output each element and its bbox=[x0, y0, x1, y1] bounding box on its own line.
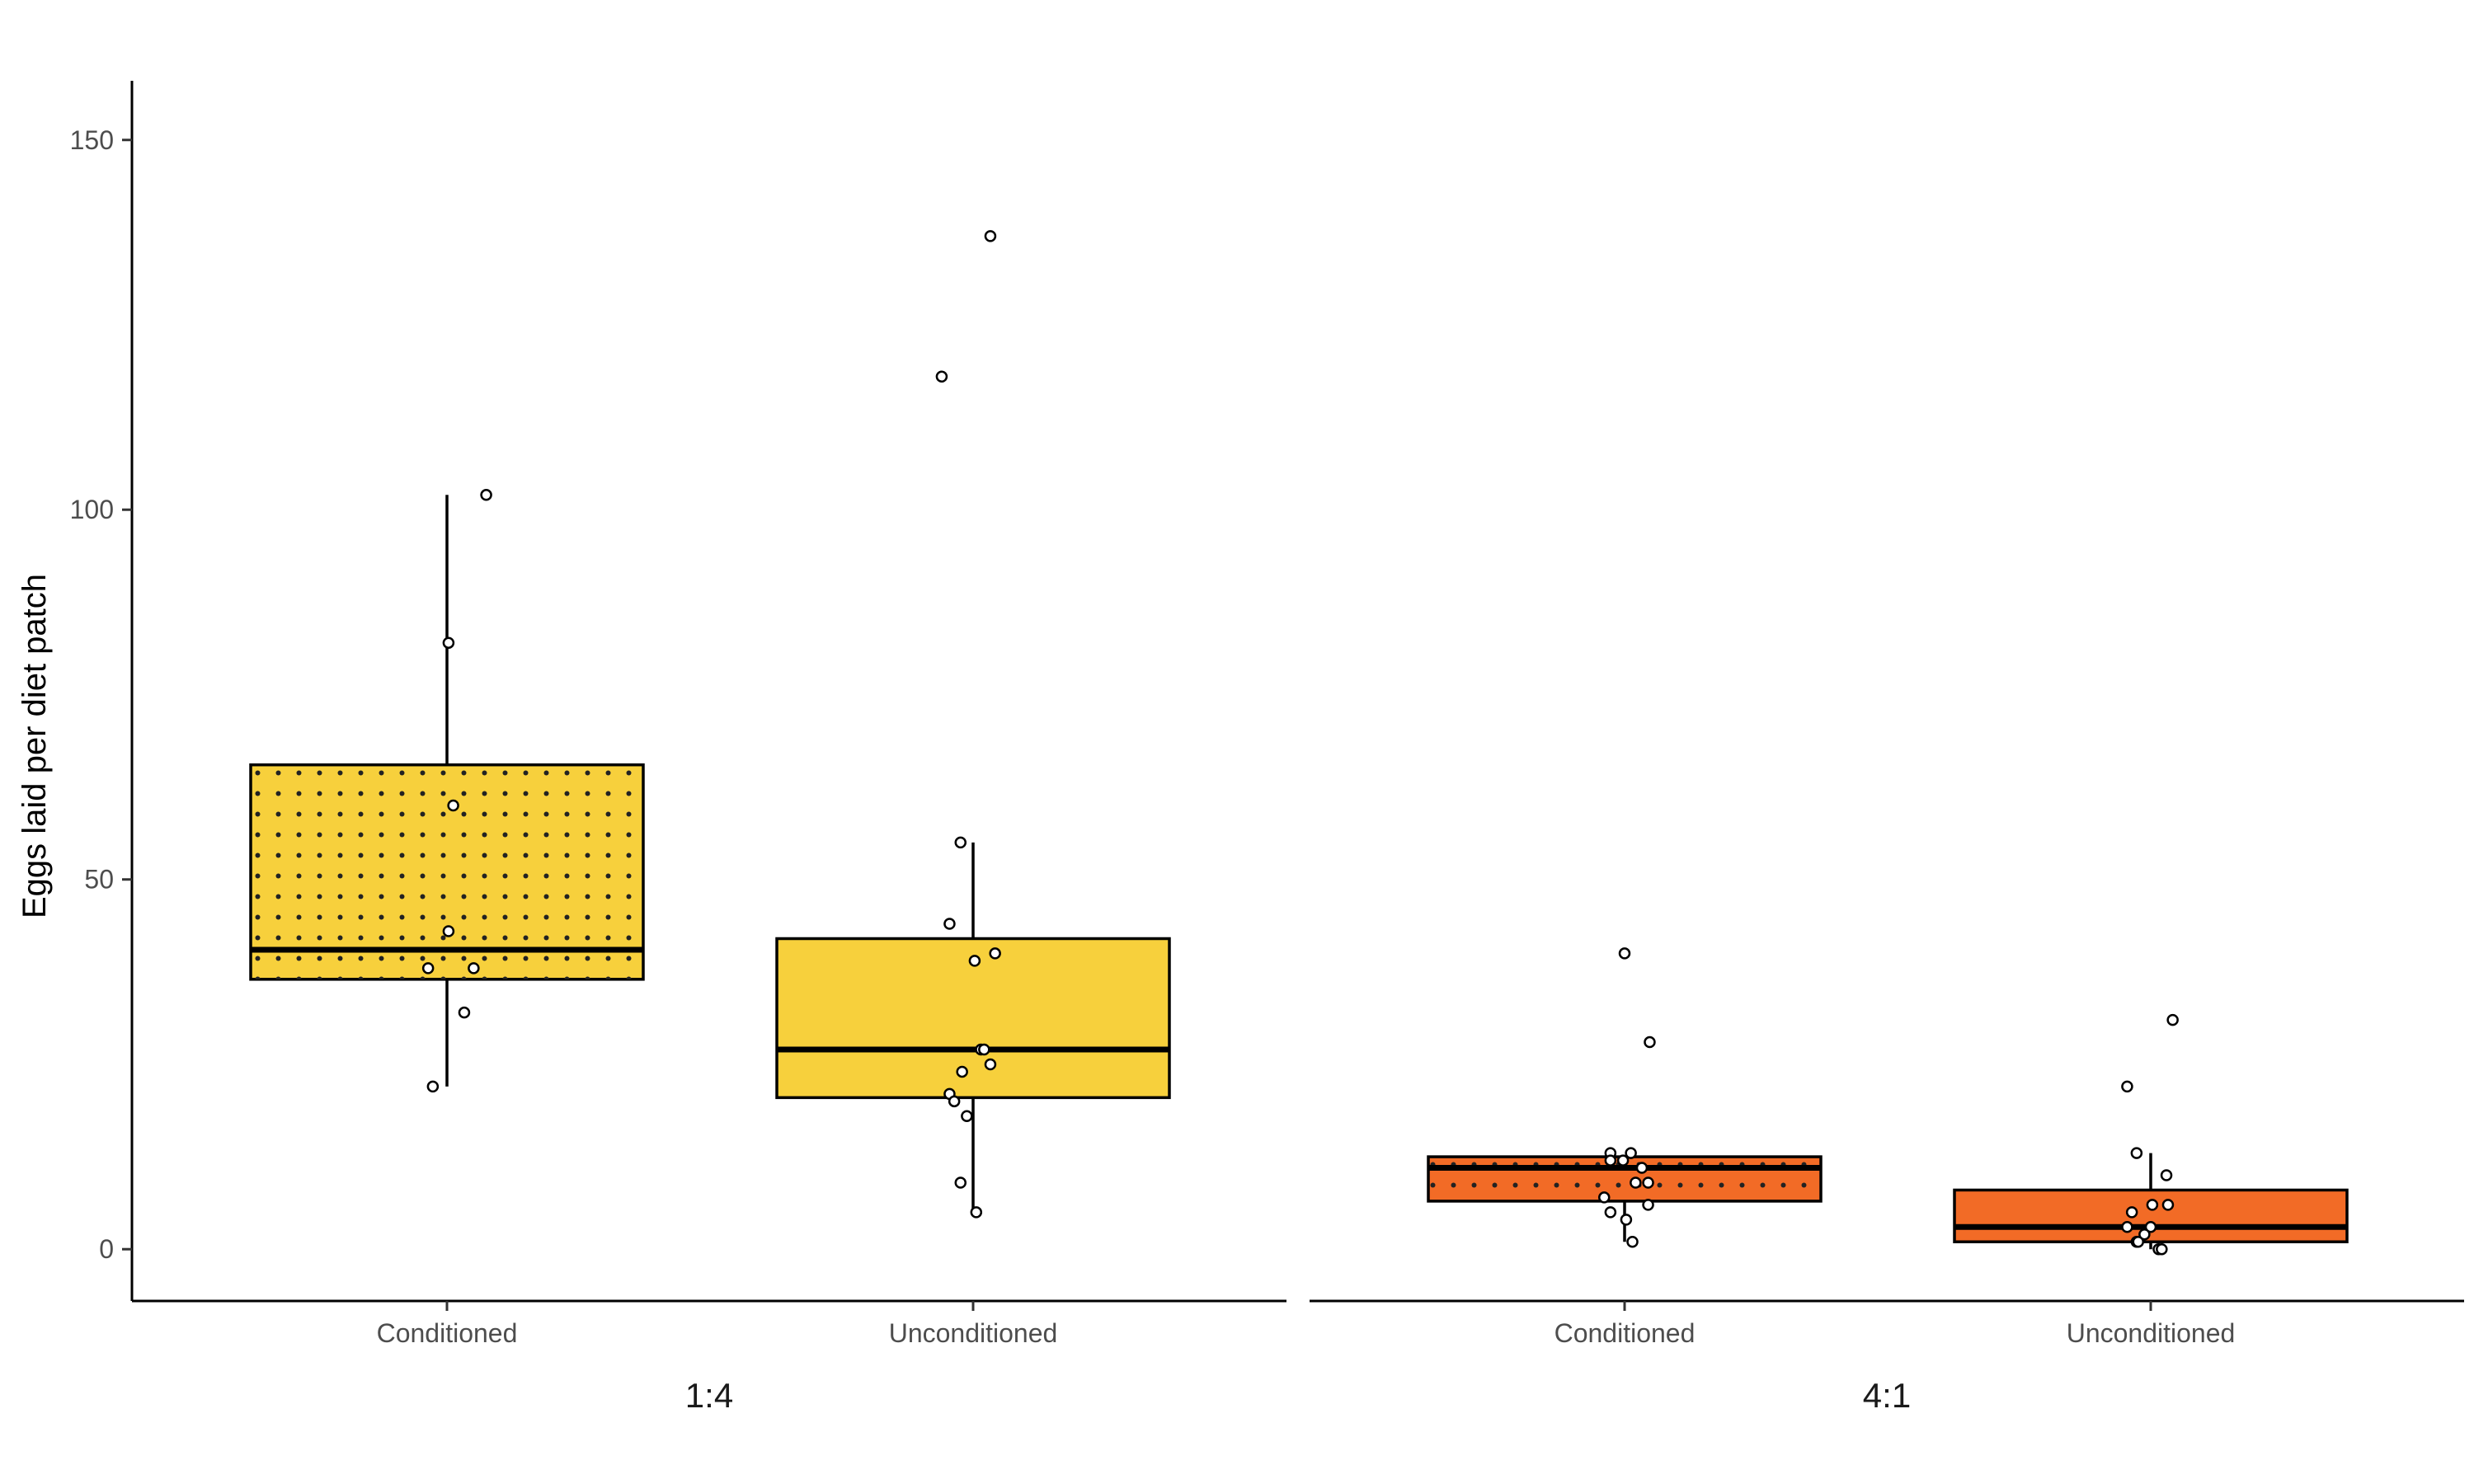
data-point bbox=[442, 925, 455, 937]
data-point bbox=[1642, 1176, 1654, 1189]
data-point bbox=[935, 370, 948, 383]
data-point bbox=[943, 918, 956, 930]
facet-label: 1:4 bbox=[685, 1376, 733, 1415]
data-point bbox=[954, 1176, 967, 1189]
y-tick-label: 100 bbox=[70, 495, 114, 524]
data-point bbox=[2121, 1080, 2133, 1093]
box-1-4-conditioned bbox=[249, 489, 645, 1093]
data-point bbox=[426, 1080, 440, 1093]
data-point bbox=[978, 1043, 990, 1056]
x-tick-label: Unconditioned bbox=[889, 1318, 1058, 1348]
data-point bbox=[2125, 1206, 2138, 1219]
plot-area: 0 50 100 150 Conditioned Unconditioned 1:4 Cond… bbox=[70, 81, 2464, 1415]
facet-label: 4:1 bbox=[1863, 1376, 1911, 1415]
data-point bbox=[421, 962, 435, 974]
data-point bbox=[442, 636, 455, 649]
data-point bbox=[480, 489, 492, 501]
data-point bbox=[989, 947, 1001, 960]
y-tick-label: 150 bbox=[70, 125, 114, 155]
data-point bbox=[458, 1006, 471, 1019]
data-point bbox=[1604, 1154, 1617, 1167]
data-point bbox=[970, 1206, 983, 1219]
y-tick-label: 0 bbox=[99, 1234, 114, 1264]
data-point bbox=[1616, 1154, 1630, 1167]
data-point bbox=[2156, 1242, 2168, 1256]
data-point bbox=[2121, 1221, 2133, 1233]
y-axis-title: Eggs laid per diet patch bbox=[16, 574, 53, 918]
data-point bbox=[984, 230, 997, 242]
box-1-4-unconditioned bbox=[775, 230, 1171, 1219]
y-tick-label: 50 bbox=[84, 865, 114, 895]
data-point bbox=[2161, 1199, 2175, 1211]
data-point bbox=[447, 799, 459, 812]
data-point bbox=[468, 962, 480, 974]
box-body bbox=[1953, 1188, 2349, 1243]
data-point bbox=[2166, 1013, 2179, 1026]
box-4-1-conditioned bbox=[1427, 947, 1823, 1248]
data-point bbox=[1597, 1191, 1611, 1204]
data-point bbox=[1620, 1214, 1633, 1226]
data-point bbox=[956, 1065, 968, 1078]
data-point bbox=[954, 836, 967, 849]
data-point bbox=[1635, 1162, 1649, 1174]
data-point bbox=[1642, 1199, 1654, 1211]
box-pattern bbox=[251, 764, 643, 979]
data-point bbox=[1618, 947, 1631, 960]
data-point bbox=[968, 955, 981, 967]
data-point bbox=[1644, 1036, 1656, 1049]
data-point bbox=[1604, 1206, 1617, 1219]
data-point bbox=[2146, 1199, 2159, 1211]
data-point bbox=[948, 1095, 961, 1108]
x-tick-label: Conditioned bbox=[377, 1318, 518, 1348]
box-4-1-unconditioned bbox=[1953, 1013, 2349, 1256]
data-point bbox=[1630, 1176, 1642, 1189]
data-point bbox=[1625, 1147, 1637, 1159]
data-point bbox=[2160, 1169, 2173, 1181]
data-point bbox=[2144, 1221, 2157, 1233]
data-point bbox=[1626, 1235, 1639, 1248]
data-point bbox=[2138, 1228, 2151, 1241]
data-point bbox=[2132, 1235, 2145, 1248]
data-point bbox=[984, 1058, 997, 1071]
data-point bbox=[2130, 1147, 2143, 1159]
x-tick-label: Conditioned bbox=[1554, 1318, 1696, 1348]
data-point bbox=[961, 1110, 973, 1123]
x-tick-label: Unconditioned bbox=[2067, 1318, 2236, 1348]
